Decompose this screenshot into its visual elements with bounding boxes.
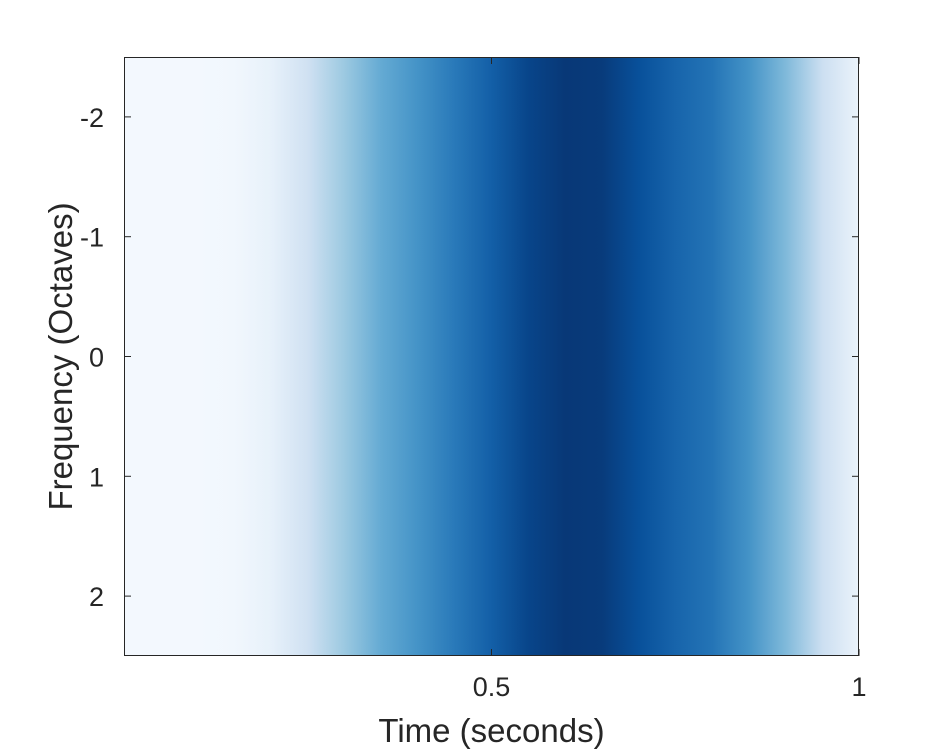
- x-tick-label: 1: [851, 672, 866, 702]
- y-tick-label: -1: [80, 223, 104, 253]
- x-tick-label: 0.5: [473, 672, 511, 702]
- y-tick-label: 1: [89, 462, 104, 492]
- heatmap-area: [124, 57, 859, 656]
- y-tick-label: -2: [80, 103, 104, 133]
- y-tick-label: 2: [89, 582, 104, 612]
- x-axis-label: Time (seconds): [378, 712, 604, 749]
- y-tick-label: 0: [89, 343, 104, 373]
- y-axis-label: Frequency (Octaves): [42, 202, 79, 510]
- axis-ticks: 0.5 1 -2 -1 0 1 2: [80, 57, 867, 702]
